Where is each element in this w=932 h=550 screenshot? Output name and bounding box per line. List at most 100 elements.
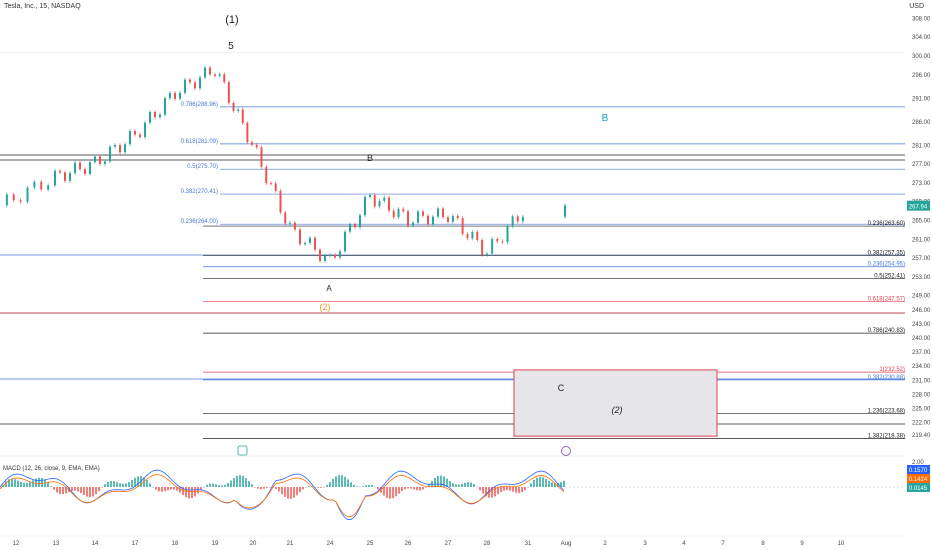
macd-histogram-bar — [287, 487, 289, 499]
macd-histogram-bar — [521, 487, 523, 493]
macd-histogram-bar — [290, 487, 292, 499]
time-tick-label: 19 — [212, 541, 219, 547]
macd-histogram-bar — [29, 481, 31, 487]
macd-histogram-bar — [119, 483, 121, 487]
current-price-label: 267.94 — [909, 205, 928, 211]
macd-histogram-bar — [545, 478, 547, 487]
macd-histogram-bar — [116, 482, 118, 487]
macd-value-badge — [907, 474, 930, 483]
macd-histogram-bar — [248, 481, 250, 487]
candle-body — [388, 197, 390, 211]
macd-histogram-bar — [452, 483, 454, 487]
macd-histogram-bar — [536, 477, 538, 487]
price-tick-label: 281.00 — [912, 143, 931, 149]
candle-body — [279, 190, 282, 213]
candle-body — [54, 170, 56, 186]
macd-histogram-bar — [197, 487, 199, 494]
fib-level-label: 1.236(223.68) — [868, 409, 905, 415]
macd-histogram-bar — [23, 482, 25, 487]
macd-histogram-bar — [368, 484, 370, 487]
candle-body — [26, 187, 29, 202]
price-tick-label: 296.00 — [912, 73, 931, 79]
candle-body — [227, 82, 230, 103]
candle-body — [40, 181, 43, 190]
macd-histogram-bar — [437, 476, 439, 487]
macd-histogram-bar — [530, 483, 532, 487]
macd-histogram-bar — [182, 487, 184, 496]
macd-histogram-bar — [314, 486, 316, 488]
candle-body — [442, 208, 444, 218]
macd-value-label: 0.1424 — [909, 477, 928, 483]
macd-histogram-bar — [86, 487, 88, 497]
candle-body — [339, 251, 341, 258]
macd-histogram-bar — [44, 479, 46, 487]
macd-histogram-bar — [395, 487, 397, 497]
macd-histogram-bar — [68, 487, 70, 493]
candle-body — [144, 122, 146, 138]
candle-body — [359, 215, 361, 228]
macd-histogram-bar — [95, 487, 97, 495]
candle-body — [373, 195, 376, 207]
time-tick-label: 17 — [132, 541, 139, 547]
macd-histogram-bar — [491, 487, 493, 498]
macd-histogram-bar — [407, 487, 409, 489]
candle-body — [134, 131, 136, 135]
macd-histogram-bar — [8, 479, 10, 487]
wave-label: C — [558, 383, 565, 393]
macd-histogram-bar — [41, 477, 43, 487]
macd-histogram-bar — [515, 487, 517, 493]
candle-body — [491, 239, 494, 254]
fib-level-label: 1.382(218.38) — [868, 434, 905, 440]
candle-body — [270, 183, 272, 185]
macd-histogram-bar — [200, 487, 202, 491]
candle-body — [47, 185, 50, 190]
price-tick-label: 286.00 — [912, 120, 931, 126]
candle-body — [369, 195, 371, 197]
candle-body — [5, 194, 8, 206]
candle-body — [109, 146, 111, 162]
macd-histogram-bar — [374, 486, 376, 488]
macd-histogram-bar — [317, 487, 319, 488]
macd-histogram-bar — [170, 487, 172, 490]
wave-label: (2) — [320, 302, 331, 312]
macd-histogram-bar — [47, 482, 49, 487]
macd-histogram-bar — [137, 476, 139, 487]
macd-histogram-bar — [110, 480, 112, 487]
macd-histogram-bar — [125, 483, 127, 487]
macd-histogram-bar — [80, 487, 82, 494]
earnings-marker — [237, 445, 248, 456]
candle-body — [33, 181, 36, 188]
price-tick-label: 243.00 — [912, 322, 931, 328]
fib-level-label: 1(232.52) — [879, 367, 905, 373]
fib-level-label: 0.5(275.70) — [187, 164, 218, 170]
candle-body — [407, 211, 409, 226]
macd-histogram-bar — [143, 477, 145, 487]
candle-body — [461, 218, 464, 235]
candle-body — [149, 111, 151, 123]
macd-histogram-bar — [161, 487, 163, 492]
candle-body — [447, 217, 449, 222]
macd-histogram-bar — [518, 487, 520, 494]
macd-histogram-bar — [392, 487, 394, 499]
macd-histogram-bar — [134, 477, 136, 487]
macd-histogram-bar — [509, 487, 511, 491]
macd-histogram-bar — [527, 486, 529, 488]
candle-body — [378, 200, 381, 207]
macd-histogram-bar — [65, 487, 67, 494]
macd-histogram-bar — [533, 480, 535, 487]
macd-histogram-bar — [548, 480, 550, 487]
candle-body — [89, 162, 91, 174]
time-tick-label: 12 — [13, 541, 20, 547]
candle-body — [255, 144, 258, 148]
candle-body — [383, 197, 386, 201]
price-tick-label: 265.00 — [912, 219, 931, 225]
macd-histogram-bar — [263, 487, 265, 489]
macd-histogram-bar — [377, 487, 379, 490]
price-tick-label: 231.00 — [912, 378, 931, 384]
candle-body — [84, 169, 86, 174]
candle-body — [218, 74, 221, 76]
macd-histogram-bar — [299, 487, 301, 493]
macd-histogram-bar — [557, 483, 559, 487]
macd-histogram-bar — [458, 484, 460, 487]
